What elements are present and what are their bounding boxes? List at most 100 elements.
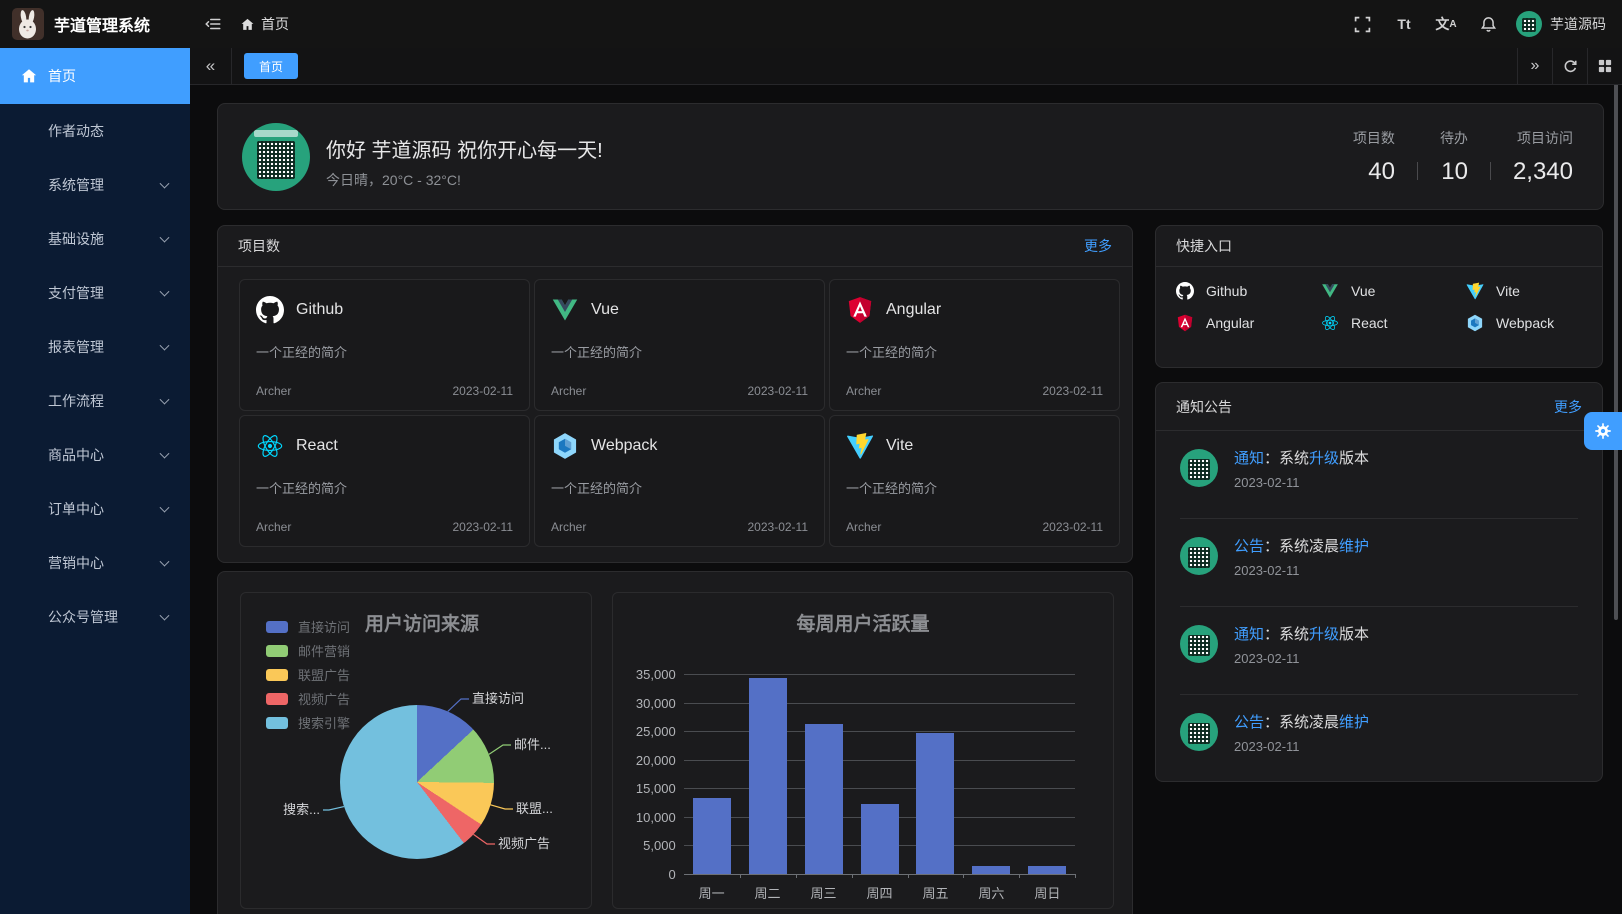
bar-周一 [692,798,731,874]
shortcut-Webpack[interactable]: Webpack [1466,314,1554,332]
chevron-down-icon [159,394,170,405]
notice-item[interactable]: 通知：系统升级版本 2023-02-11 [1156,431,1602,519]
notice-item[interactable]: 公告：系统凌晨维护 2023-02-11 [1156,519,1602,607]
project-card-Webpack[interactable]: Webpack 一个正经的简介 Archer 2023-02-11 [534,415,825,547]
notice-item[interactable]: 通知：系统升级版本 2023-02-11 [1156,607,1602,695]
user-menu[interactable]: 芋道源码 [1516,11,1606,37]
bell-icon[interactable] [1474,10,1502,38]
project-card-Github[interactable]: Github 一个正经的简介 Archer 2023-02-11 [239,279,530,411]
project-card-Vite[interactable]: Vite 一个正经的简介 Archer 2023-02-11 [829,415,1120,547]
x-axis-tick-mark [1019,874,1021,878]
project-card-header: Webpack [551,432,657,460]
project-card-header: Github [256,296,343,324]
project-description: 一个正经的简介 [846,481,938,496]
tab-home[interactable]: 首页 [244,53,299,79]
shortcut-Angular[interactable]: Angular [1176,314,1254,332]
shortcut-Vite[interactable]: Vite [1466,282,1520,300]
project-card-header: Angular [846,296,941,324]
breadcrumb[interactable]: 首页 [240,14,289,34]
sidebar-item-作者动态[interactable]: 作者动态 [0,104,190,158]
notices-more-link[interactable]: 更多 [1554,398,1582,415]
font-size-icon[interactable]: Tt [1397,16,1411,32]
project-footer: Archer 2023-02-11 [551,520,808,534]
theme-settings-button[interactable] [1584,412,1622,450]
project-footer: Archer 2023-02-11 [846,384,1103,398]
stat-divider [1489,162,1491,180]
legend-item-视频广告[interactable]: 视频广告 [266,689,350,708]
shortcut-Vue[interactable]: Vue [1321,282,1375,300]
sidebar-item-系统管理[interactable]: 系统管理 [0,158,190,212]
shortcut-React[interactable]: React [1321,314,1388,332]
stat-divider [1416,162,1418,180]
notice-divider [1180,694,1578,695]
sidebar-item-报表管理[interactable]: 报表管理 [0,320,190,374]
project-date: 2023-02-11 [747,520,809,534]
y-axis-tick-label: 35,000 [635,667,676,682]
legend-item-搜索引擎[interactable]: 搜索引擎 [266,713,350,732]
project-name: Vite [886,437,914,454]
sidebar-item-工作流程[interactable]: 工作流程 [0,374,190,428]
project-author: Archer [256,520,292,534]
project-author: Archer [846,520,882,534]
chevron-down-icon [159,610,170,621]
project-footer: Archer 2023-02-11 [846,520,1103,534]
gear-icon [1595,423,1611,439]
sidebar-fold-icon[interactable] [204,15,222,33]
vue-icon [1321,282,1339,300]
legend-item-联盟广告[interactable]: 联盟广告 [266,665,350,684]
notice-avatar [1180,625,1218,663]
sidebar-item-label: 基础设施 [48,231,104,247]
legend-swatch [266,620,288,633]
charts-card: 用户访问来源 直接访问 邮件营销 联盟广告 视频广告 搜索引擎 直接访问 邮件... 联盟..… [217,571,1133,914]
sidebar-item-支付管理[interactable]: 支付管理 [0,266,190,320]
legend-swatch [266,668,288,681]
projects-more-link[interactable]: 更多 [1084,238,1112,254]
stat-value: 10 [1441,158,1468,185]
grid-icon[interactable] [1587,48,1622,84]
notice-title-segment: 维护 [1339,538,1370,555]
sidebar-item-label: 报表管理 [48,339,104,355]
project-card-React[interactable]: React 一个正经的简介 Archer 2023-02-11 [239,415,530,547]
notice-title: 通知：系统升级版本 [1234,447,1369,468]
project-card-Vue[interactable]: Vue 一个正经的简介 Archer 2023-02-11 [534,279,825,411]
sidebar-item-基础设施[interactable]: 基础设施 [0,212,190,266]
sidebar-item-公众号管理[interactable]: 公众号管理 [0,590,190,644]
fullscreen-icon[interactable] [1348,10,1376,38]
legend-item-直接访问[interactable]: 直接访问 [266,617,350,636]
shortcut-Github[interactable]: Github [1176,282,1247,300]
stat-项目数: 项目数 40 [1353,128,1395,186]
pie-slice-label: 直接访问 [472,691,524,706]
shortcuts-card: 快捷入口 Github Vue Vite Angular React Webpack [1155,225,1603,368]
project-footer: Archer 2023-02-11 [551,384,808,398]
legend-item-邮件营销[interactable]: 邮件营销 [266,641,350,660]
sidebar-item-首页[interactable]: 首页 [0,48,190,104]
qr-pattern [1188,546,1210,569]
x-axis-tick-mark [795,874,797,878]
chevron-double-right-icon[interactable]: » [1517,48,1552,84]
chevron-down-icon [159,178,170,189]
tab-actions: » [1517,48,1622,84]
pie-slice-label: 搜索... [283,802,320,817]
sidebar-item-营销中心[interactable]: 营销中心 [0,536,190,590]
projects-card-header: 项目数 更多 [218,226,1132,267]
sidebar-item-订单中心[interactable]: 订单中心 [0,482,190,536]
refresh-icon[interactable] [1552,48,1587,84]
chevron-double-left-icon[interactable]: « [190,48,232,84]
notice-avatar [1180,449,1218,487]
qr-pattern [1188,458,1210,481]
project-name: Webpack [591,437,658,454]
welcome-avatar [242,123,310,191]
sidebar-item-商品中心[interactable]: 商品中心 [0,428,190,482]
page-scrollbar[interactable] [1614,60,1618,620]
logo-area: 芋道管理系统 [0,8,190,40]
x-axis-tick-label: 周五 [922,886,949,901]
notice-title-segment: 版本 [1339,450,1370,467]
notice-item[interactable]: 公告：系统凌晨维护 2023-02-11 [1156,695,1602,783]
notice-title-segment: ：系统凌晨 [1264,538,1340,555]
bar-周二 [748,678,787,874]
shortcut-label: React [1351,315,1388,331]
project-card-Angular[interactable]: Angular 一个正经的简介 Archer 2023-02-11 [829,279,1120,411]
x-axis-tick-label: 周六 [978,886,1005,901]
legend-label: 邮件营销 [298,644,351,659]
